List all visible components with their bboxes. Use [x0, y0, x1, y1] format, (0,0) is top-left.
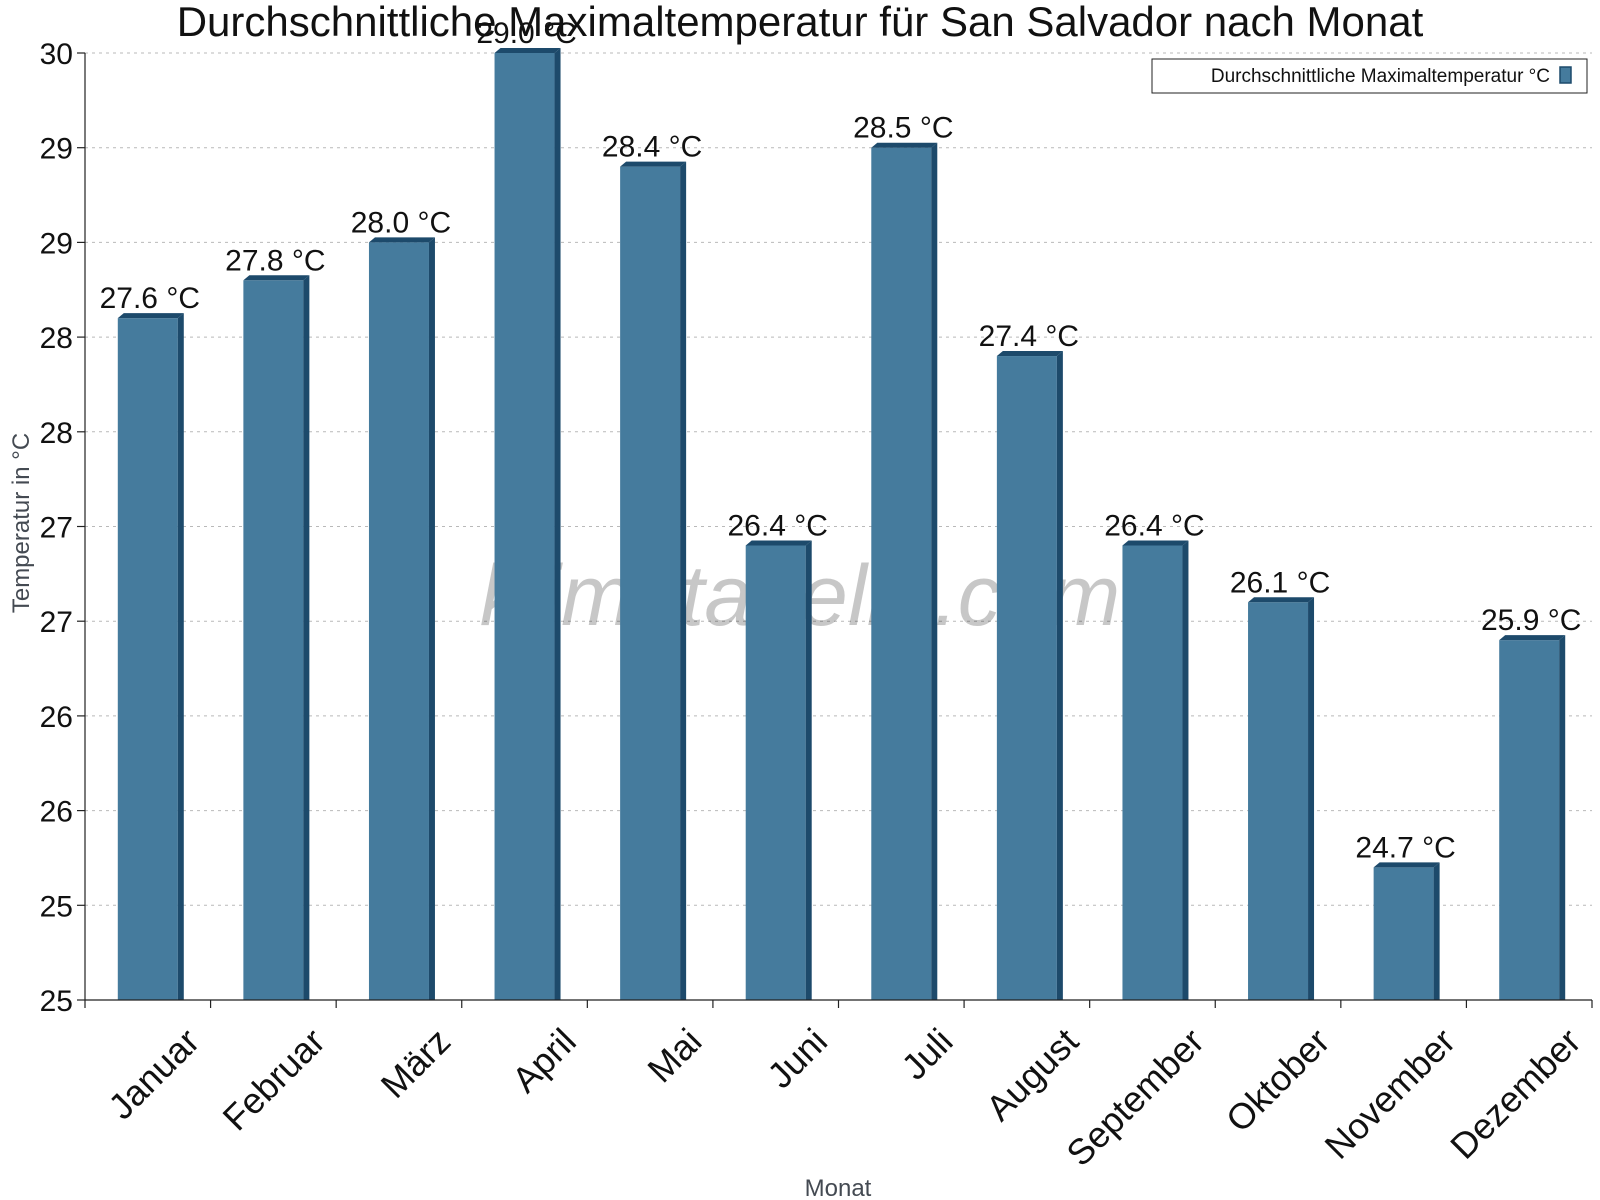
bar-side [1559, 635, 1566, 1000]
data-label: 28.4 °C [602, 131, 702, 164]
bar-dezember [1499, 635, 1566, 1000]
bar-face [243, 280, 304, 1000]
data-label: 26.4 °C [1104, 509, 1204, 542]
y-tick-label: 27 [40, 606, 73, 639]
data-label: 26.1 °C [1230, 566, 1330, 599]
bar-side [680, 161, 687, 1000]
x-tick-label: November [1317, 1020, 1463, 1166]
data-label: 27.4 °C [979, 320, 1079, 353]
bar-mai [620, 161, 687, 1000]
bar-side [931, 142, 938, 1000]
bar-august [996, 351, 1063, 1000]
x-tick-label: Mai [639, 1020, 709, 1090]
bar-top [871, 142, 938, 148]
bar-side [805, 540, 812, 1000]
x-tick-label: Oktober [1218, 1020, 1338, 1140]
bar-side [1182, 540, 1189, 1000]
bar-juni [745, 540, 812, 1000]
bar-top [1499, 635, 1566, 641]
x-tick-label: August [978, 1020, 1086, 1128]
bar-top [1122, 540, 1189, 546]
bar-januar [117, 313, 184, 1000]
legend-swatch [1559, 66, 1572, 84]
data-label: 28.5 °C [853, 112, 953, 145]
bar-februar [243, 275, 310, 1000]
bar-face [1499, 640, 1560, 1000]
bar-oktober [1248, 597, 1315, 1000]
y-tick-label: 30 [40, 38, 73, 71]
bar-top [243, 275, 310, 281]
y-tick-label: 25 [40, 890, 73, 923]
bar-september [1122, 540, 1189, 1000]
x-tick-label: September [1058, 1020, 1212, 1174]
y-tick-label: 25 [40, 985, 73, 1018]
bar-top [996, 351, 1063, 357]
bar-face [871, 147, 932, 1000]
y-tick-label: 27 [40, 512, 73, 545]
bar-side [428, 237, 435, 1000]
legend: Durchschnittliche Maximaltemperatur °C [1151, 58, 1588, 94]
bar-top [745, 540, 812, 546]
legend-label: Durchschnittliche Maximaltemperatur °C [1211, 66, 1550, 87]
bar-side [554, 48, 561, 1000]
grid [85, 52, 1592, 906]
bar-juli [871, 142, 938, 1000]
bar-top [117, 313, 184, 319]
bar-november [1373, 862, 1440, 1000]
y-tick-label: 26 [40, 796, 73, 829]
y-tick-label: 29 [40, 133, 73, 166]
data-label: 27.8 °C [225, 244, 325, 277]
bar-top [620, 161, 687, 167]
data-label: 29.0 °C [476, 17, 576, 50]
bar-face [1248, 602, 1309, 1000]
data-label: 26.4 °C [728, 509, 828, 542]
data-label: 28.0 °C [351, 206, 451, 239]
x-tick-label: Juli [893, 1020, 960, 1087]
bar-face [745, 545, 806, 1000]
bar-top [494, 48, 561, 53]
data-labels: 27.6 °C 27.8 °C 28.0 °C 29.0 °C 28.4 °C 26.4 … [100, 17, 1582, 864]
bar-side [1056, 351, 1063, 1000]
x-tick-label: März [373, 1020, 459, 1106]
bars [117, 48, 1566, 1000]
bar-side [1308, 597, 1315, 1000]
bar-top [368, 237, 435, 243]
y-tick-label: 28 [40, 322, 73, 355]
bar-face [494, 53, 555, 1000]
axes [77, 52, 1593, 1008]
bar-side [177, 313, 184, 1000]
bar-face [996, 356, 1057, 1000]
bar-side [1433, 862, 1440, 1000]
data-label: 25.9 °C [1481, 604, 1581, 637]
y-tick-labels: 25 25 26 26 27 27 28 28 29 29 30 [40, 38, 73, 1018]
bar-side [303, 275, 310, 1000]
bar-top [1373, 862, 1440, 868]
bar-top [1248, 597, 1315, 603]
y-tick-label: 28 [40, 417, 73, 450]
bar-face [620, 166, 681, 1000]
y-axis-title: Temperatur in °C [8, 433, 35, 613]
y-tick-label: 29 [40, 227, 73, 260]
x-tick-label: Dezember [1442, 1020, 1588, 1166]
bar-märz [368, 237, 435, 1000]
bar-face [1373, 867, 1434, 1000]
x-tick-label: Januar [100, 1020, 207, 1127]
chart-title: Durchschnittliche Maximaltemperatur für … [177, 0, 1424, 45]
legend-box [1151, 58, 1588, 94]
bar-face [117, 318, 178, 1000]
x-tick-labels: Januar Februar März April Mai Juni Juli AugustS… [100, 1020, 1588, 1174]
data-label: 27.6 °C [100, 282, 200, 315]
x-tick-label: Februar [215, 1020, 333, 1138]
bar-face [1122, 545, 1183, 1000]
x-tick-label: Juni [759, 1020, 835, 1096]
bar-face [368, 242, 429, 1000]
x-axis-title: Monat [805, 1175, 872, 1200]
bar-april [494, 48, 561, 1000]
data-label: 24.7 °C [1355, 831, 1455, 864]
y-tick-label: 26 [40, 701, 73, 734]
x-tick-label: April [504, 1020, 584, 1100]
